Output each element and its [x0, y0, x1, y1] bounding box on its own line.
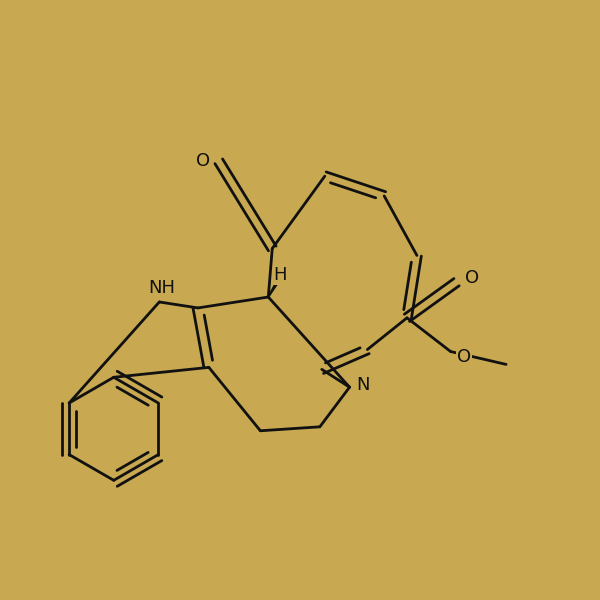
Polygon shape: [268, 271, 285, 298]
Text: O: O: [457, 349, 472, 367]
Text: O: O: [466, 269, 479, 287]
Text: O: O: [196, 152, 210, 170]
Text: N: N: [356, 376, 370, 394]
Text: H: H: [274, 266, 287, 284]
Text: NH: NH: [148, 279, 175, 297]
